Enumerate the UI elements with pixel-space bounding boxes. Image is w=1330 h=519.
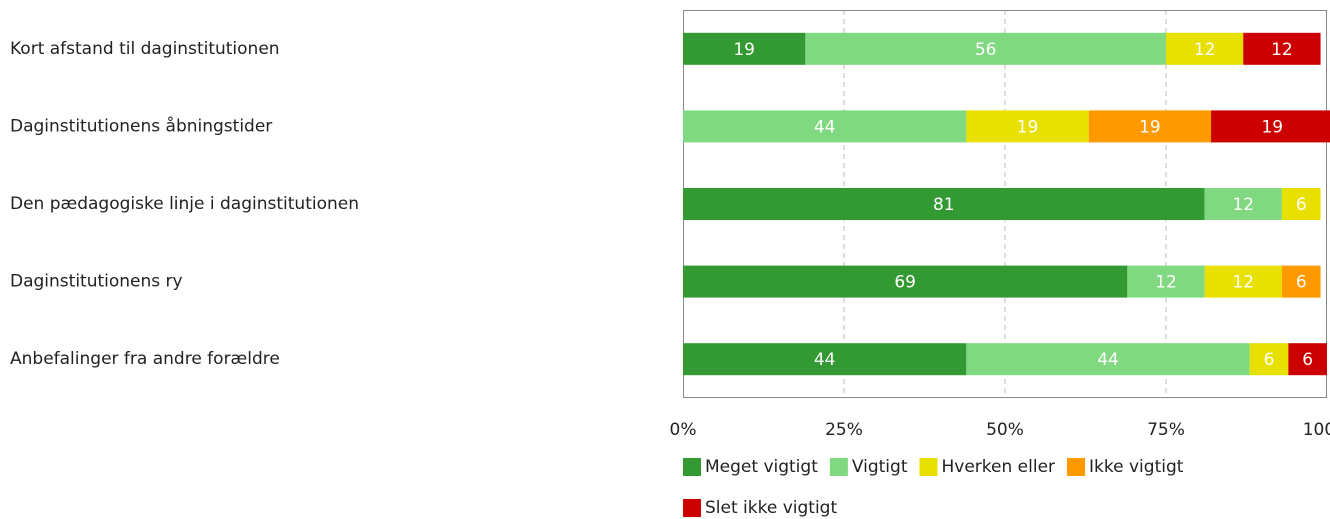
data-label: 19 [733,40,755,60]
data-label: 81 [933,195,955,215]
category-label: Daginstitutionens ry [10,272,183,292]
data-label: 19 [1017,117,1039,137]
data-label: 44 [814,350,836,370]
x-tick-label: 0% [670,420,697,440]
bar-segment [1281,265,1321,298]
data-label: 6 [1296,195,1307,215]
data-label: 12 [1155,273,1177,293]
category-label: Daginstitutionens åbningstider [10,115,272,136]
bar-segment [683,265,1128,298]
data-label: 6 [1302,350,1313,370]
data-label: 12 [1232,273,1254,293]
bar-segment [1243,32,1321,65]
legend-label: Vigtigt [852,457,908,477]
legend-swatch [683,458,701,476]
data-label: 6 [1264,350,1275,370]
bar-segment [1204,265,1282,298]
legend-label: Meget vigtigt [705,457,818,477]
bar-segment [1204,188,1282,220]
category-label: Den pædagogiske linje i daginstitutionen [10,194,359,214]
legend-swatch [919,458,938,476]
category-label: Anbefalinger fra andre forældre [10,349,280,369]
x-tick-label: 25% [825,420,863,440]
category-label: Kort afstand til daginstitutionen [10,39,280,59]
bar-segment [1288,343,1327,376]
legend-label: Hverken eller [942,457,1056,477]
legend-swatch [1067,458,1086,476]
data-label: 56 [975,40,997,60]
bar-segment [1281,188,1321,220]
data-label: 69 [894,273,916,293]
data-label: 19 [1139,117,1161,137]
bar-segment [1249,343,1289,376]
bar-segment [1166,32,1244,65]
bar-segment [966,110,1089,143]
bar-segment [683,188,1205,220]
bar-segment [805,32,1166,65]
data-label: 19 [1261,117,1283,137]
bar-segment [1088,110,1212,143]
legend-swatch [683,499,701,517]
data-label: 6 [1296,273,1307,293]
legend-label: Ikke vigtigt [1089,457,1184,477]
bar-segment [683,110,967,143]
data-label: 12 [1194,40,1216,60]
legend-swatch [829,458,848,476]
bar-segment [683,32,806,65]
bar-segment [683,343,967,376]
x-tick-label: 50% [986,420,1024,440]
data-label: 12 [1232,195,1254,215]
bar-segment [1211,110,1330,143]
x-tick-label: 75% [1147,420,1185,440]
x-tick-label: 100% [1303,420,1330,440]
bar-segment [1127,265,1205,298]
bar-segment [966,343,1250,376]
data-label: 44 [814,117,836,137]
legend-label: Slet ikke vigtigt [705,498,837,518]
data-label: 44 [1097,350,1119,370]
data-label: 12 [1271,40,1293,60]
